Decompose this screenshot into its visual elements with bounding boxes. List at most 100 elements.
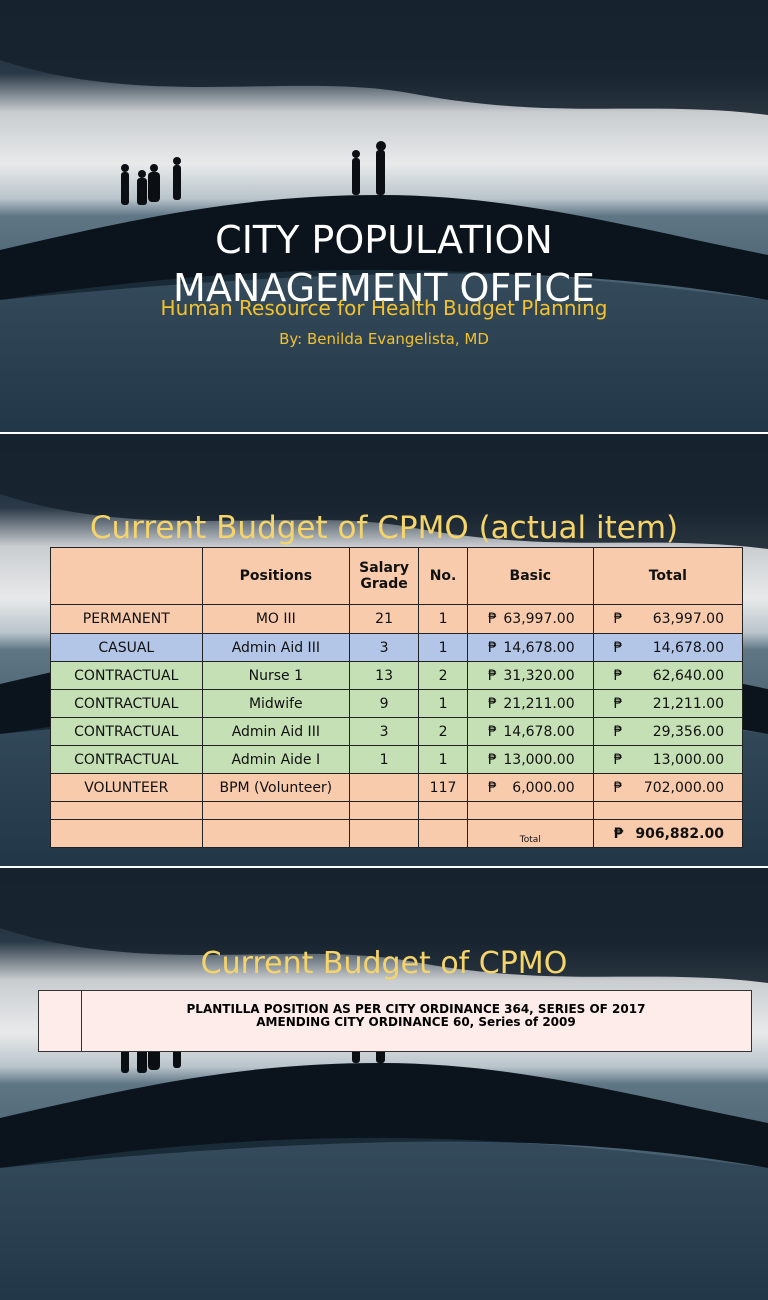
total-label: Total: [519, 835, 541, 845]
cell: [418, 801, 468, 820]
amount: 62,640.00: [652, 667, 724, 684]
cell: CASUAL: [50, 633, 203, 662]
cell: 2: [418, 717, 468, 746]
money: ₱ 13,000.00: [594, 752, 742, 768]
table-row: CONTRACTUAL Nurse 1 13 2 ₱ 31,320.00 ₱ 62,640.0…: [50, 661, 744, 690]
cell: ₱ 31,320.00: [466, 661, 594, 690]
cell: 13: [349, 661, 420, 690]
amount: 63,997.00: [652, 611, 724, 627]
cell: [349, 819, 420, 848]
currency: ₱: [613, 751, 623, 768]
cell: CONTRACTUAL: [50, 661, 203, 690]
currency: ₱: [487, 723, 497, 740]
cell: ₱ 62,640.00: [592, 661, 744, 690]
total-row: Total ₱ 906,882.00: [50, 819, 744, 848]
amount: 14,678.00: [503, 639, 575, 656]
cell: ₱ 29,356.00: [592, 717, 744, 746]
header-text: Salary Grade: [359, 560, 409, 592]
amount: 14,678.00: [652, 639, 724, 656]
money: ₱ 13,000.00: [468, 752, 593, 768]
page: CITY POPULATION MANAGEMENT OFFICE Human …: [0, 0, 768, 1024]
grand-total: 906,882.00: [635, 825, 724, 842]
currency: ₱: [487, 639, 497, 656]
amount: 21,211.00: [652, 695, 724, 712]
amount: 21,211.00: [503, 695, 575, 712]
header-cell: Basic: [466, 547, 594, 605]
cell: ₱ 14,678.00: [466, 633, 594, 662]
slide-title: Current Budget of CPMO: [200, 946, 568, 981]
currency: ₱: [613, 611, 623, 627]
cell: [592, 801, 744, 820]
amount: 14,678.00: [503, 723, 575, 740]
amount: 13,000.00: [652, 751, 724, 768]
currency: ₱: [487, 667, 497, 684]
header-cell: [50, 547, 203, 605]
money: ₱ 14,678.00: [594, 640, 742, 656]
table-heading: PLANTILLA POSITION AS PER CITY ORDINANCE…: [81, 1003, 751, 1029]
header-cell: Positions: [201, 547, 351, 605]
cell: [201, 801, 351, 820]
header-text: Positions: [239, 568, 313, 584]
money: ₱ 906,882.00: [594, 826, 742, 842]
budget-table: Positions Salary Grade No. Basic Total PERMAN…: [50, 547, 744, 848]
cell: ₱ 14,678.00: [592, 633, 744, 662]
cell: CONTRACTUAL: [50, 689, 203, 718]
cell: 21: [349, 604, 420, 634]
cell: Admin Aid III: [201, 717, 351, 746]
cell: Midwife: [201, 689, 351, 718]
cell: ₱ 13,000.00: [592, 745, 744, 774]
cell: 1: [418, 604, 468, 634]
cell: CONTRACTUAL: [50, 717, 203, 746]
cell: [50, 819, 203, 848]
cell: ₱ 63,997.00: [466, 604, 594, 634]
background: [0, 868, 768, 1300]
cell: 2: [418, 661, 468, 690]
amount: 6,000.00: [512, 779, 575, 796]
amount: 31,320.00: [503, 667, 575, 684]
cell: 3: [349, 633, 420, 662]
currency: ₱: [613, 695, 623, 712]
cell: BPM (Volunteer): [201, 773, 351, 802]
money: ₱ 63,997.00: [594, 611, 742, 627]
cell: ₱ 13,000.00: [466, 745, 594, 774]
table-row: VOLUNTEER BPM (Volunteer) 117 ₱ 6,000.00 ₱ 702…: [50, 773, 744, 802]
table-row: PERMANENT MO III 21 1 ₱ 63,997.00 ₱ 63,997.00: [50, 604, 744, 634]
cell: [418, 819, 468, 848]
money: ₱ 14,678.00: [468, 640, 593, 656]
header-text: Total: [648, 568, 687, 584]
cell: [201, 819, 351, 848]
cell: ₱ 6,000.00: [466, 773, 594, 802]
cell: 1: [418, 745, 468, 774]
currency: ₱: [487, 611, 497, 627]
money: ₱ 31,320.00: [468, 668, 593, 684]
cell: Admin Aid III: [201, 633, 351, 662]
cell: [349, 801, 420, 820]
author: By: Benilda Evangelista, MD: [279, 330, 489, 348]
header-cell: No.: [418, 547, 468, 605]
cell: ₱ 21,211.00: [592, 689, 744, 718]
money: ₱ 63,997.00: [468, 611, 593, 627]
cell: Admin Aide I: [201, 745, 351, 774]
header-cell: Total: [592, 547, 744, 605]
money: ₱ 62,640.00: [594, 668, 742, 684]
money: ₱ 21,211.00: [594, 696, 742, 712]
slide: CITY POPULATION MANAGEMENT OFFICE Human …: [0, 0, 768, 432]
cell: MO III: [201, 604, 351, 634]
table-row: CASUAL Admin Aid III 3 1 ₱ 14,678.00 ₱ 14,678.0…: [50, 633, 744, 662]
subtitle: Human Resource for Health Budget Plannin…: [160, 296, 608, 320]
table-row: CONTRACTUAL Admin Aid III 3 2 ₱ 14,678.00 ₱ 29,…: [50, 717, 744, 746]
currency: ₱: [613, 825, 624, 842]
amount: 29,356.00: [652, 723, 724, 740]
empty-row: [50, 801, 744, 820]
cell: Nurse 1: [201, 661, 351, 690]
cell: ₱ 702,000.00: [592, 773, 744, 802]
currency: ₱: [487, 779, 497, 796]
cell: 9: [349, 689, 420, 718]
money: ₱ 702,000.00: [594, 780, 742, 796]
money: ₱ 14,678.00: [468, 724, 593, 740]
cell: 1: [349, 745, 420, 774]
money: ₱ 21,211.00: [468, 696, 593, 712]
cell: Total: [466, 819, 594, 848]
amount: 63,997.00: [503, 611, 575, 627]
cell: ₱ 14,678.00: [466, 717, 594, 746]
